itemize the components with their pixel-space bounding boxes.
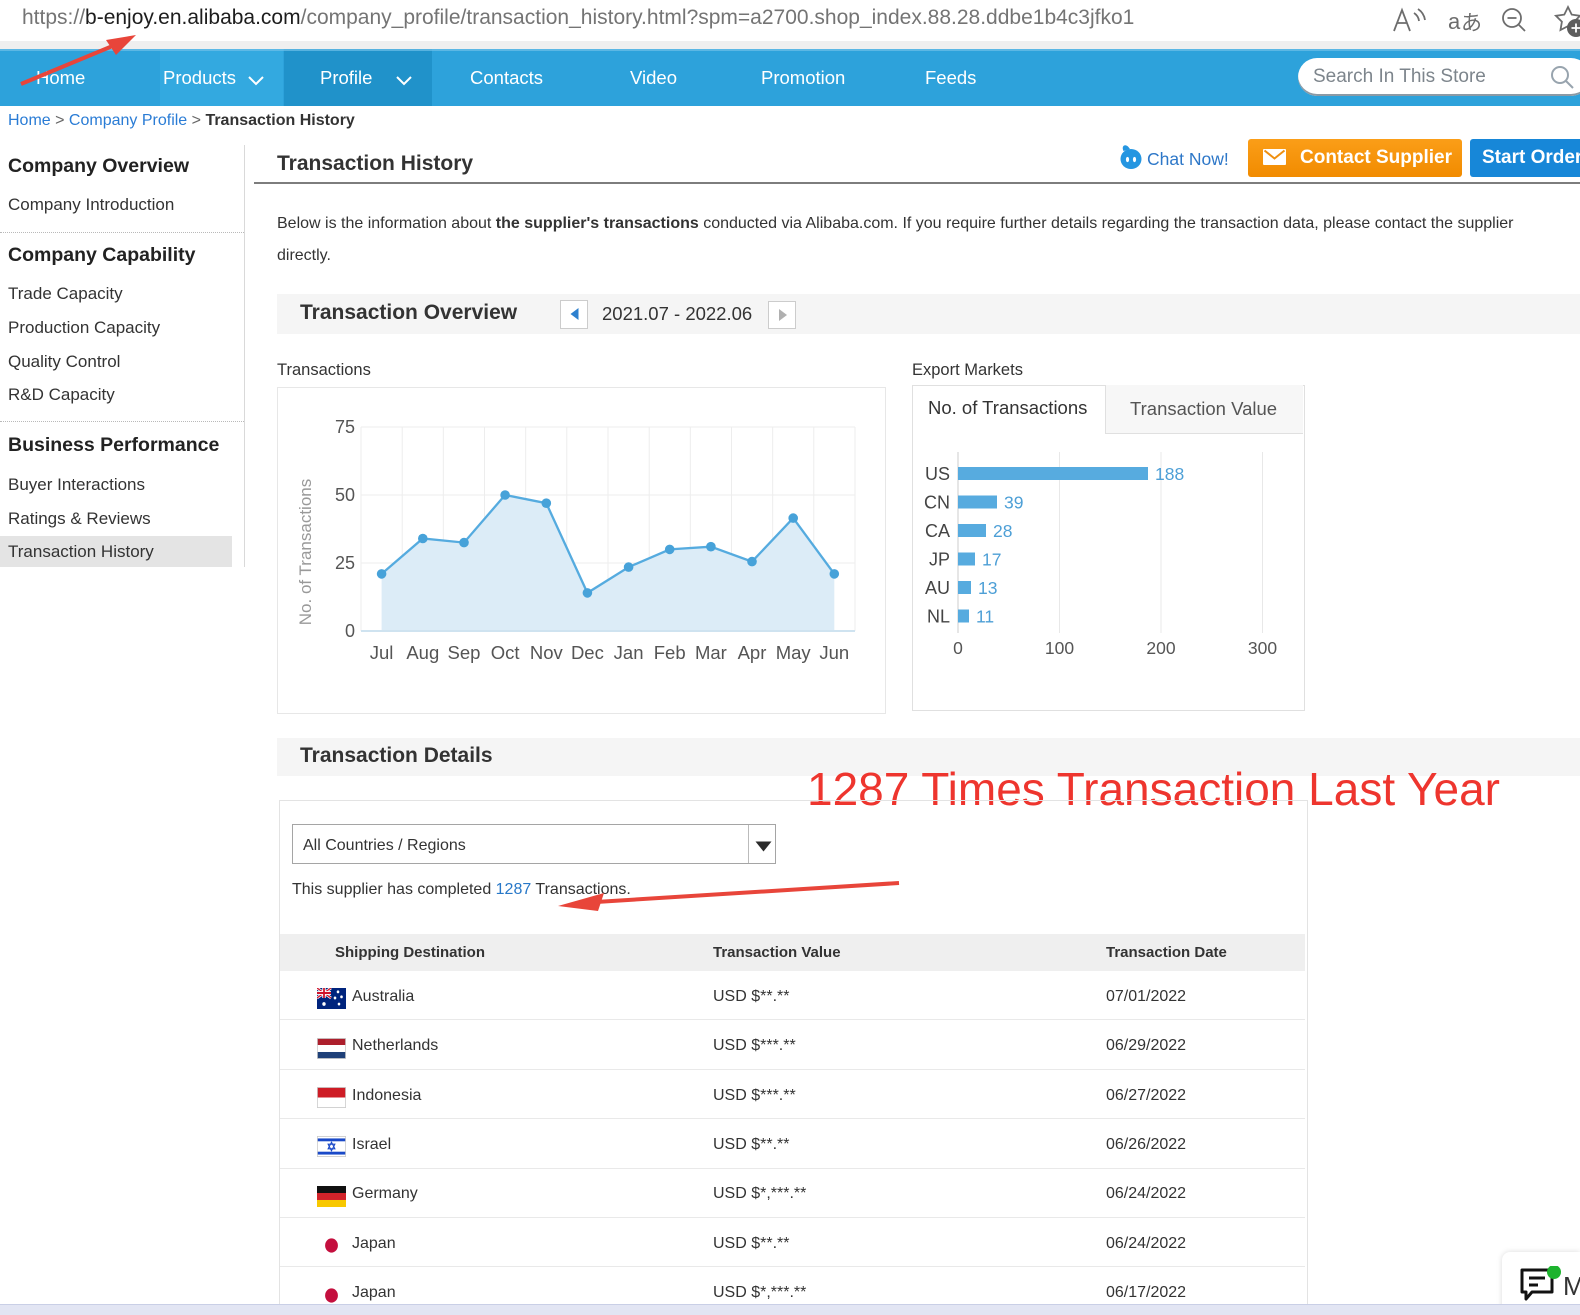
svg-text:25: 25 (335, 553, 355, 573)
svg-text:Jun: Jun (819, 642, 849, 663)
svg-text:300: 300 (1248, 638, 1277, 658)
svg-text:JP: JP (929, 550, 950, 570)
svg-text:Jan: Jan (614, 642, 644, 663)
svg-text:Oct: Oct (491, 642, 520, 663)
svg-text:Mar: Mar (695, 642, 727, 663)
svg-text:13: 13 (978, 578, 997, 598)
svg-text:US: US (925, 464, 950, 484)
svg-text:11: 11 (976, 607, 994, 627)
svg-text:0: 0 (345, 621, 355, 641)
svg-text:あ: あ (1461, 12, 1482, 35)
svg-text:No. of Transactions: No. of Transactions (296, 479, 315, 625)
svg-text:Jul: Jul (370, 642, 394, 663)
svg-text:Sep: Sep (448, 642, 481, 663)
svg-text:Feb: Feb (654, 642, 686, 663)
svg-text:May: May (776, 642, 812, 663)
svg-text:28: 28 (993, 521, 1012, 541)
svg-text:100: 100 (1045, 638, 1074, 658)
svg-text:CA: CA (925, 521, 950, 541)
svg-text:200: 200 (1146, 638, 1175, 658)
svg-text:Aug: Aug (406, 642, 439, 663)
svg-text:CN: CN (924, 493, 950, 513)
svg-text:17: 17 (982, 550, 1001, 570)
svg-text:Apr: Apr (738, 642, 767, 663)
svg-text:50: 50 (335, 485, 355, 505)
svg-text:39: 39 (1004, 493, 1023, 513)
svg-text:75: 75 (335, 417, 355, 437)
svg-text:NL: NL (927, 607, 950, 627)
svg-text:a: a (1448, 9, 1461, 34)
svg-text:0: 0 (953, 638, 963, 658)
svg-text:Dec: Dec (571, 642, 604, 663)
svg-text:Nov: Nov (530, 642, 564, 663)
svg-text:188: 188 (1155, 464, 1184, 484)
svg-text:AU: AU (925, 578, 950, 598)
